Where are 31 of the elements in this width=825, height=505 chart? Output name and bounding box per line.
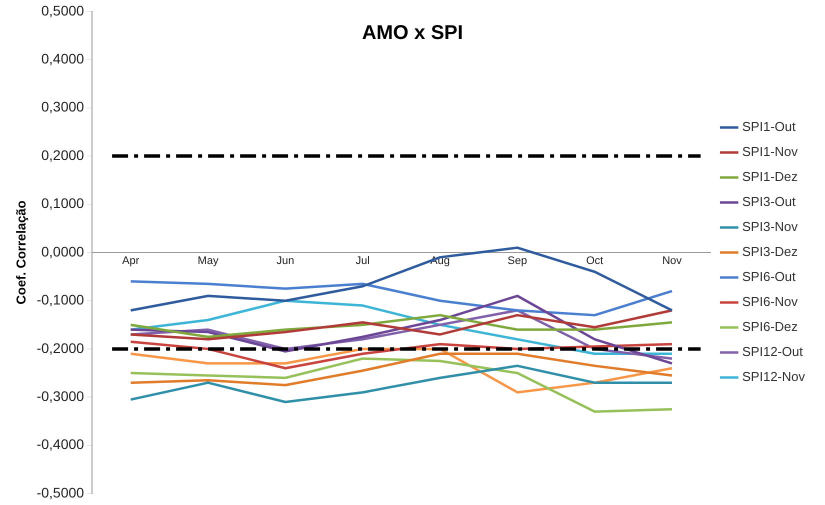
x-tick-label: Nov (662, 255, 682, 268)
y-axis-title: Coef. Correlação (13, 200, 28, 305)
x-tick-label: May (198, 255, 219, 268)
y-tick-label: 0,2000 (41, 146, 84, 163)
y-tick-label: 0,1000 (41, 195, 84, 212)
x-tick-label: Jul (356, 255, 370, 268)
legend-label: SPI3-Out (742, 194, 796, 210)
legend-label: SPI3-Nov (742, 219, 798, 234)
y-tick-label: 0,4000 (41, 50, 84, 66)
legend-label: SPI3-Dez (742, 244, 798, 260)
x-tick-label: Oct (586, 255, 604, 268)
legend-label: SPI12-Out (742, 344, 804, 360)
y-tick-label: 0,5000 (41, 2, 84, 18)
y-tick-label: -0,2000 (36, 340, 84, 356)
y-tick-label: 0,0000 (41, 243, 84, 260)
legend-label: SPI1-Nov (742, 144, 798, 160)
legend-label: SPI6-Nov (742, 294, 798, 310)
y-tick-label: -0,5000 (36, 484, 84, 500)
y-tick-label: -0,4000 (36, 436, 84, 452)
x-tick-label: Sep (508, 255, 528, 268)
legend-label: SPI6-Dez (742, 319, 798, 334)
y-tick-label: -0,3000 (36, 388, 84, 404)
text: AMO x SPI (362, 22, 464, 44)
y-tick-label: 0,3000 (41, 98, 84, 115)
legend-label: SPI1-Out (742, 119, 796, 134)
y-tick-label: -0,1000 (36, 292, 84, 308)
legend-label: SPI1-Dez (742, 169, 798, 184)
legend-label: SPI6-Out (742, 269, 796, 284)
x-tick-label: Jun (276, 255, 294, 268)
legend-label: SPI12-Nov (742, 369, 806, 384)
x-tick-label: Apr (122, 255, 140, 268)
